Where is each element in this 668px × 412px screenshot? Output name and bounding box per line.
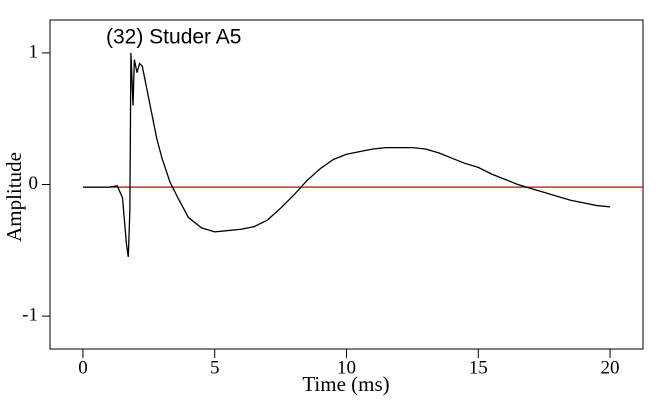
y-tick-label: -1 bbox=[22, 304, 38, 325]
x-tick-label: 5 bbox=[210, 357, 220, 378]
x-tick-label: 15 bbox=[469, 357, 488, 378]
y-tick-label: 0 bbox=[29, 173, 39, 194]
y-axis-label: Amplitude bbox=[2, 152, 26, 242]
x-axis-label: Time (ms) bbox=[302, 372, 389, 396]
data-line bbox=[82, 52, 611, 257]
y-tick-label: 1 bbox=[29, 41, 39, 62]
chart-title: (32) Studer A5 bbox=[106, 26, 241, 49]
plot-frame bbox=[49, 19, 644, 350]
x-tick-label: 20 bbox=[601, 357, 620, 378]
x-tick-label: 0 bbox=[78, 357, 88, 378]
x-tick-label: 10 bbox=[337, 357, 356, 378]
